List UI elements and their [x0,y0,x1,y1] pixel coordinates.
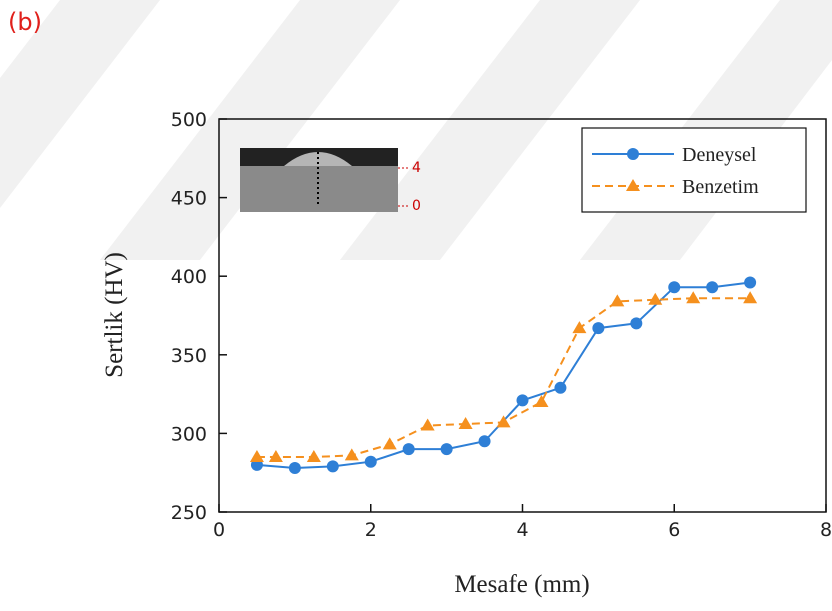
x-tick-label: 2 [365,519,377,541]
marker [249,449,264,462]
marker [592,322,605,335]
marker [626,179,640,191]
marker [743,291,758,304]
marker [572,321,587,334]
marker [306,449,321,462]
legend-label: Deneysel [682,144,757,166]
marker [364,455,377,468]
marker [610,294,625,307]
marker [534,394,549,407]
marker [648,292,663,305]
legend-box [581,127,807,213]
y-tick-label: 450 [171,188,207,210]
marker [288,461,301,474]
y-tick-label: 300 [171,423,207,445]
marker [627,148,639,160]
marker [668,281,681,294]
marker [458,416,473,429]
series-line [256,297,751,458]
y-tick-label: 350 [171,345,207,367]
y-tick-label: 500 [171,109,207,131]
marker [744,276,757,289]
panel-label: (b) [8,8,42,36]
x-tick-label: 4 [516,519,528,541]
marker [706,281,719,294]
inset: 4 0 [240,148,421,214]
x-tick-label: 6 [668,519,680,541]
marker [382,437,397,450]
y-tick-label: 400 [171,266,207,288]
x-axis-label: Mesafe (mm) [454,571,589,598]
series-line [256,281,751,469]
x-tick-label: 8 [820,519,832,541]
marker [630,317,643,330]
marker [496,415,511,428]
marker [326,460,339,473]
marker [516,394,529,407]
marker [478,435,491,448]
legend-label: Benzetim [682,176,759,198]
marker [268,449,283,462]
x-tick-label: 0 [213,519,225,541]
marker [554,381,567,394]
marker [344,448,359,461]
marker [686,291,701,304]
marker [440,443,453,456]
inset-label: 0 [412,198,421,214]
marker [402,443,415,456]
inset-label: 4 [412,160,421,176]
y-tick-label: 250 [171,502,207,524]
y-axis-label: Sertlik (HV) [101,252,128,378]
marker [420,418,435,431]
